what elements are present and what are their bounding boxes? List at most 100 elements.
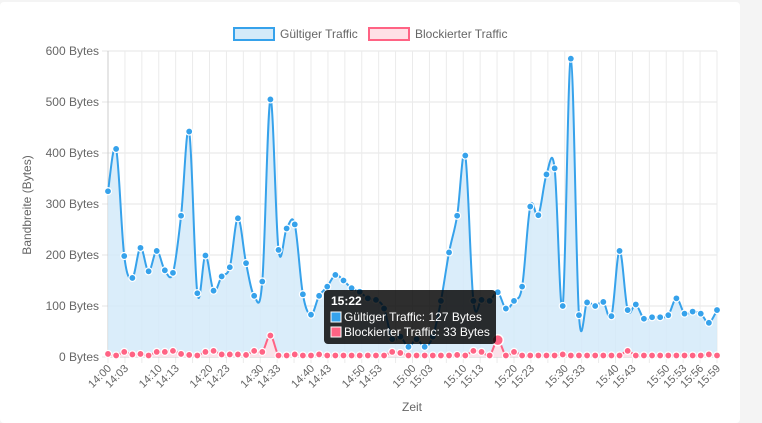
legend[interactable]: Gültiger Traffic Blockierter Traffic (233, 27, 507, 41)
data-point[interactable] (404, 342, 413, 351)
data-point[interactable] (696, 351, 705, 360)
data-point[interactable] (542, 351, 551, 360)
data-point[interactable] (152, 246, 161, 256)
data-point[interactable] (453, 211, 462, 220)
data-point[interactable] (656, 313, 665, 322)
data-point[interactable] (258, 347, 267, 356)
data-point[interactable] (664, 311, 673, 320)
data-point[interactable] (233, 214, 243, 223)
data-point[interactable] (266, 331, 275, 340)
data-point[interactable] (152, 347, 161, 356)
data-point[interactable] (607, 312, 616, 321)
data-point[interactable] (639, 351, 649, 360)
data-point[interactable] (379, 351, 389, 360)
data-point[interactable] (518, 351, 527, 360)
data-point[interactable] (144, 267, 153, 276)
data-point[interactable] (615, 351, 624, 360)
data-point[interactable] (550, 351, 559, 360)
data-point[interactable] (193, 351, 202, 360)
data-point[interactable] (420, 351, 429, 360)
legend-item-blocked[interactable]: Blockierter Traffic (368, 27, 507, 41)
data-point[interactable] (542, 170, 551, 179)
series-blocked-traffic[interactable] (103, 331, 722, 360)
data-point[interactable] (672, 351, 681, 360)
data-point[interactable] (428, 351, 437, 360)
data-point[interactable] (444, 351, 454, 360)
data-point[interactable] (712, 351, 722, 360)
data-point[interactable] (558, 301, 567, 311)
data-point[interactable] (680, 309, 689, 318)
data-point[interactable] (298, 290, 307, 299)
data-point[interactable] (647, 313, 657, 322)
data-point[interactable] (607, 351, 616, 360)
data-point[interactable] (582, 298, 592, 307)
data-point[interactable] (241, 259, 251, 268)
data-point[interactable] (461, 351, 470, 360)
data-point[interactable] (274, 351, 283, 360)
data-point[interactable] (453, 350, 462, 360)
data-point[interactable] (712, 305, 722, 315)
data-point[interactable] (306, 351, 316, 360)
data-point[interactable] (623, 346, 632, 355)
data-point[interactable] (509, 347, 519, 356)
data-point[interactable] (331, 270, 340, 279)
data-point[interactable] (290, 350, 299, 359)
data-point[interactable] (396, 348, 405, 358)
data-point[interactable] (704, 350, 713, 359)
data-point[interactable] (315, 291, 324, 300)
data-point[interactable] (185, 127, 194, 136)
data-point[interactable] (298, 351, 307, 360)
data-point[interactable] (176, 349, 186, 359)
data-point[interactable] (306, 310, 316, 319)
data-point[interactable] (339, 276, 348, 285)
data-point[interactable] (534, 351, 543, 360)
data-point[interactable] (331, 351, 340, 360)
data-point[interactable] (599, 351, 608, 360)
data-point[interactable] (103, 349, 113, 359)
data-point[interactable] (639, 314, 649, 323)
data-point[interactable] (217, 350, 226, 359)
data-point[interactable] (168, 346, 178, 355)
data-point[interactable] (501, 351, 510, 360)
data-point[interactable] (558, 350, 567, 359)
data-point[interactable] (696, 309, 705, 318)
data-point[interactable] (128, 273, 137, 283)
data-point[interactable] (615, 246, 624, 256)
data-point[interactable] (388, 347, 397, 356)
data-point[interactable] (631, 351, 640, 360)
data-point[interactable] (209, 346, 218, 355)
data-point[interactable] (241, 350, 251, 360)
data-point[interactable] (518, 282, 527, 291)
data-point[interactable] (631, 300, 640, 309)
data-point[interactable] (250, 346, 259, 355)
data-point[interactable] (591, 301, 600, 311)
data-point[interactable] (282, 351, 291, 360)
data-point[interactable] (160, 266, 169, 275)
data-point[interactable] (688, 351, 697, 360)
data-point[interactable] (664, 351, 673, 360)
data-point[interactable] (323, 282, 332, 291)
data-point[interactable] (347, 351, 356, 360)
data-point[interactable] (250, 291, 259, 300)
data-point[interactable] (404, 351, 413, 360)
data-point[interactable] (112, 351, 121, 360)
data-point[interactable] (420, 342, 429, 351)
data-point[interactable] (323, 351, 332, 360)
data-point[interactable] (355, 351, 364, 360)
data-point[interactable] (266, 95, 275, 104)
data-point[interactable] (469, 346, 478, 355)
data-point[interactable] (485, 351, 494, 360)
data-point[interactable] (201, 251, 210, 260)
data-point[interactable] (550, 164, 559, 173)
data-point[interactable] (185, 350, 194, 360)
data-point[interactable] (509, 296, 519, 305)
data-point[interactable] (412, 351, 421, 360)
data-point[interactable] (233, 350, 243, 359)
data-point[interactable] (168, 268, 178, 277)
data-point[interactable] (477, 347, 486, 356)
data-point[interactable] (461, 151, 470, 160)
data-point[interactable] (526, 351, 535, 360)
data-point[interactable] (371, 351, 381, 360)
data-point[interactable] (672, 294, 681, 303)
